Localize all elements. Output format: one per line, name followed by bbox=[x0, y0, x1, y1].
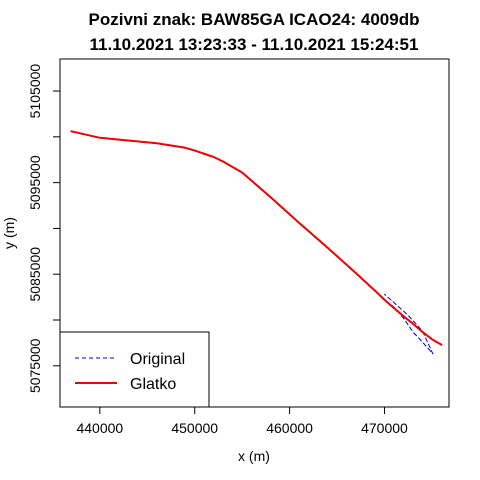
series-line-glatko bbox=[71, 131, 441, 344]
x-tick-label: 460000 bbox=[266, 420, 313, 436]
legend: Original Glatko bbox=[60, 332, 209, 407]
chart-title-line-1: Pozivni znak: BAW85GA ICAO24: 4009db bbox=[89, 10, 420, 29]
plot-series-layer bbox=[71, 131, 441, 354]
y-tick-label: 5105000 bbox=[27, 64, 43, 119]
legend-label-glatko: Glatko bbox=[130, 376, 176, 393]
x-tick-label: 440000 bbox=[76, 420, 123, 436]
y-tick-label: 5075000 bbox=[27, 338, 43, 393]
x-tick-label: 470000 bbox=[361, 420, 408, 436]
y-axis: 5075000 5085000 5095000 5105000 bbox=[27, 64, 60, 393]
x-axis-label: x (m) bbox=[238, 448, 270, 464]
chart-title-line-2: 11.10.2021 13:23:33 - 11.10.2021 15:24:5… bbox=[90, 35, 419, 54]
y-axis-label: y (m) bbox=[1, 217, 17, 249]
y-tick-label: 5085000 bbox=[27, 247, 43, 302]
x-tick-label: 450000 bbox=[171, 420, 218, 436]
series-line-original bbox=[71, 131, 433, 354]
legend-box bbox=[60, 332, 209, 407]
legend-label-original: Original bbox=[130, 351, 185, 368]
y-tick-label: 5095000 bbox=[27, 155, 43, 210]
x-axis: 440000 450000 460000 470000 bbox=[76, 407, 408, 436]
